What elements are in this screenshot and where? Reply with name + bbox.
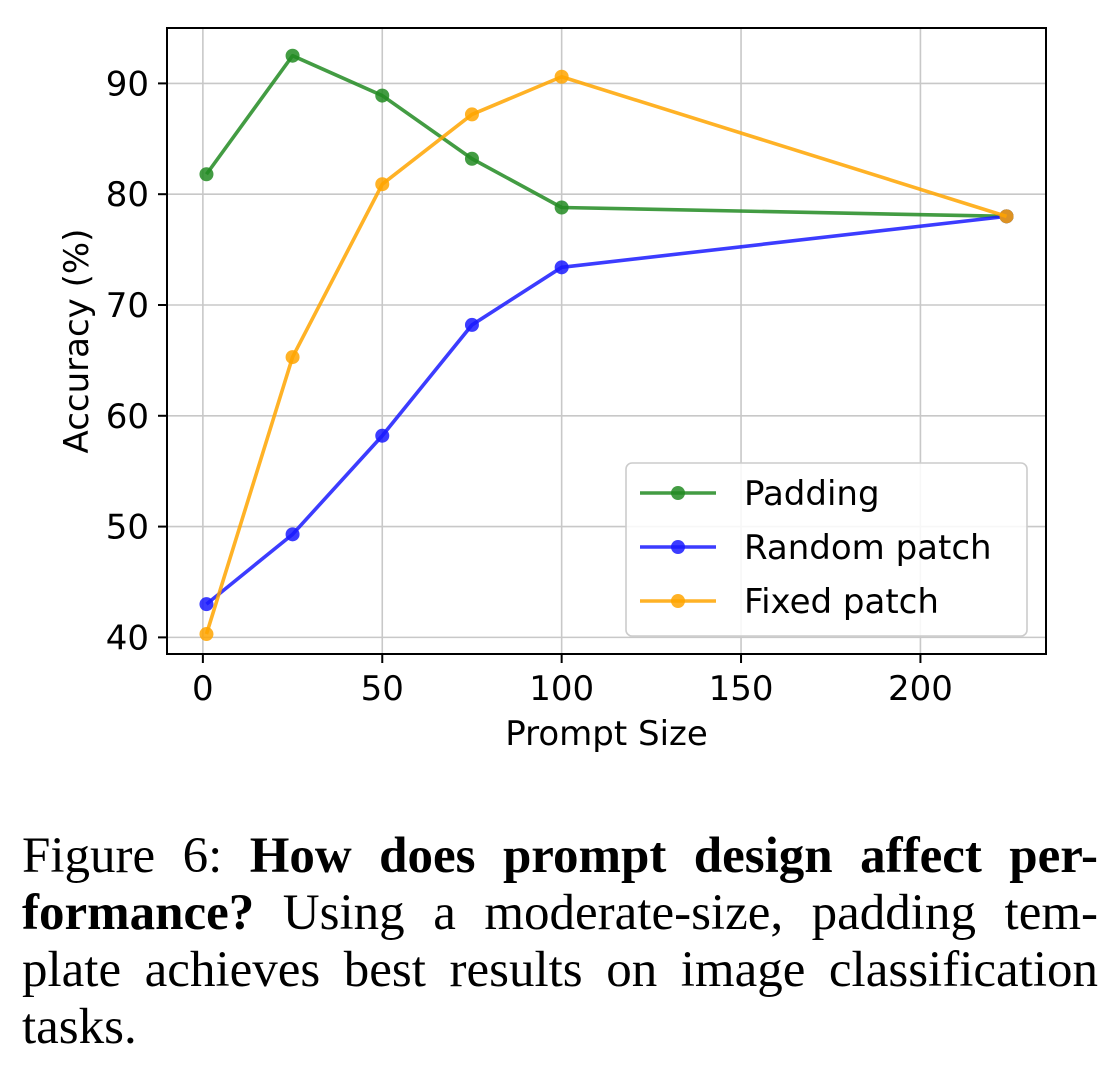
line-chart: 0 50 100 150 200 40 50 60 70 80 90 Prompt Size Ac… bbox=[57, 27, 1047, 754]
data-point bbox=[199, 597, 214, 612]
series-padding bbox=[199, 48, 1014, 224]
legend-item: Random patch bbox=[640, 528, 992, 568]
data-point bbox=[285, 48, 300, 63]
x-tick-label: 0 bbox=[192, 669, 214, 709]
series-line bbox=[204, 74, 1008, 635]
series-random-patch bbox=[199, 209, 1014, 612]
x-axis-title: Prompt Size bbox=[505, 714, 708, 754]
data-point bbox=[464, 151, 479, 166]
data-point bbox=[285, 527, 300, 542]
legend-label: Random patch bbox=[744, 528, 992, 568]
chart-svg: 0 50 100 150 200 40 50 60 70 80 90 Prompt Size Ac… bbox=[57, 27, 1047, 754]
x-tick-label: 50 bbox=[361, 669, 404, 709]
legend-label: Fixed patch bbox=[744, 582, 939, 622]
series-line bbox=[205, 214, 1007, 606]
legend-swatch-marker bbox=[671, 594, 685, 608]
legend-label: Padding bbox=[744, 474, 880, 514]
x-tick-label: 200 bbox=[888, 669, 953, 709]
data-point bbox=[199, 627, 214, 642]
grid bbox=[167, 28, 1046, 654]
figure-caption: Figure 6: How does prompt design affect … bbox=[22, 828, 1098, 1056]
legend: Padding Random patch Fixed patch bbox=[625, 462, 1028, 637]
y-tick-label: 50 bbox=[106, 508, 149, 548]
x-tick-label: 100 bbox=[529, 669, 594, 709]
series-line bbox=[205, 53, 1007, 219]
data-point bbox=[554, 260, 569, 275]
caption-text: Using a moderate-size, padding tem-plate… bbox=[22, 885, 1098, 1055]
data-point bbox=[999, 209, 1014, 224]
data-point bbox=[375, 88, 390, 103]
y-axis-ticks: 40 50 60 70 80 90 bbox=[106, 64, 167, 658]
data-point bbox=[464, 317, 479, 332]
series-fixed-patch bbox=[199, 69, 1014, 642]
y-axis-title: Accuracy (%) bbox=[57, 229, 97, 454]
data-point bbox=[285, 350, 300, 365]
data-point bbox=[375, 428, 390, 443]
series-layer bbox=[199, 48, 1014, 642]
x-tick-label: 150 bbox=[709, 669, 774, 709]
legend-box bbox=[625, 462, 1028, 637]
data-point bbox=[464, 107, 479, 122]
data-point bbox=[199, 167, 214, 182]
legend-item: Fixed patch bbox=[640, 582, 939, 622]
data-point bbox=[554, 200, 569, 215]
data-point bbox=[554, 69, 569, 84]
legend-swatch-marker bbox=[671, 486, 685, 500]
y-tick-label: 40 bbox=[106, 618, 149, 658]
legend-item: Padding bbox=[640, 474, 880, 514]
y-tick-label: 80 bbox=[106, 175, 149, 215]
legend-swatch-marker bbox=[671, 540, 685, 554]
y-tick-label: 90 bbox=[106, 64, 149, 104]
y-tick-label: 60 bbox=[106, 397, 149, 437]
caption-bold-title: How does prompt design affect per-forman… bbox=[22, 828, 1099, 941]
caption-label: Figure 6: bbox=[22, 828, 223, 884]
y-tick-label: 70 bbox=[106, 286, 149, 326]
plot-frame bbox=[166, 27, 1047, 655]
data-point bbox=[375, 177, 390, 192]
x-axis-ticks: 0 50 100 150 200 bbox=[192, 654, 953, 709]
